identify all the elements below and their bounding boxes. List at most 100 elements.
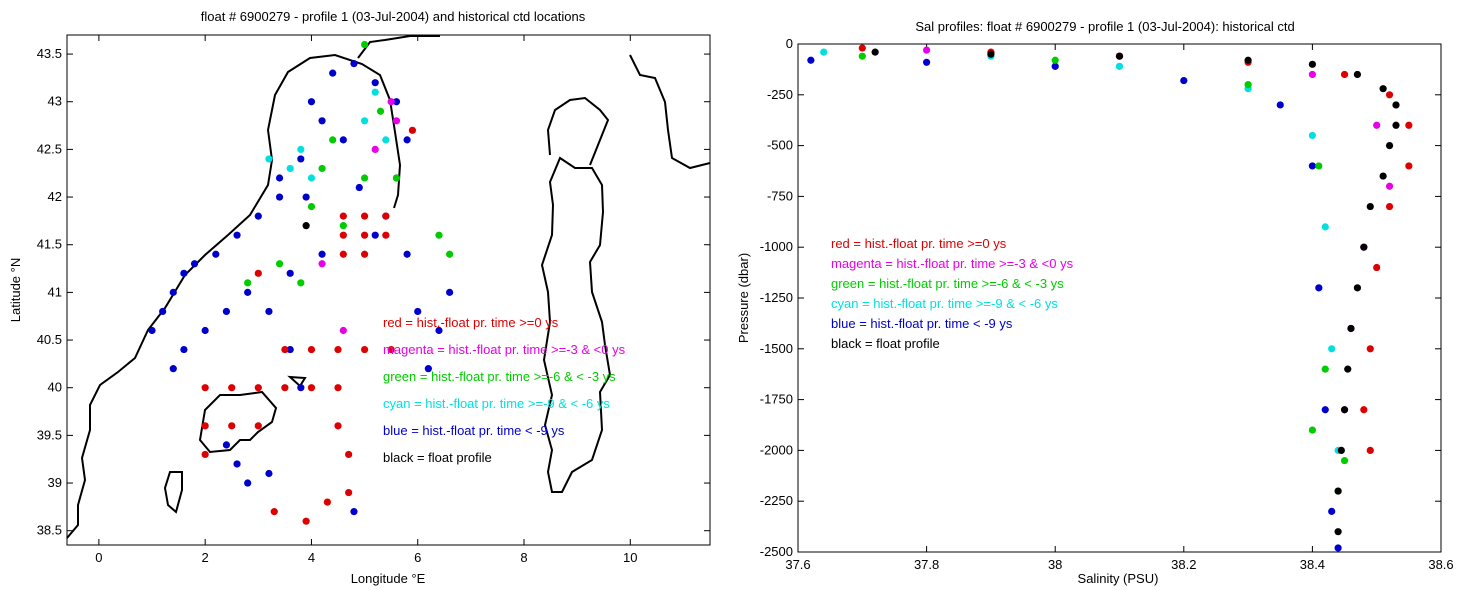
- profile-point: [1353, 284, 1362, 292]
- profile-point: [1379, 172, 1387, 180]
- map-point: [281, 384, 289, 392]
- map-point: [345, 488, 353, 497]
- map-ytick-label: 43.5: [37, 46, 62, 61]
- map-ytick-label: 40: [48, 380, 62, 395]
- map-point: [254, 422, 262, 430]
- profile-xtick-label: 38.4: [1300, 557, 1325, 572]
- profile-ytick-label: -1250: [760, 290, 793, 305]
- map-point: [265, 155, 273, 163]
- map-xtick-label: 10: [623, 550, 637, 565]
- map-points: [148, 40, 454, 525]
- map-point: [408, 126, 417, 134]
- map-point: [371, 88, 379, 96]
- profile-ytick-label: 0: [786, 36, 793, 51]
- profile-point: [858, 44, 866, 52]
- map-point: [318, 250, 326, 258]
- profile-point: [1051, 56, 1059, 64]
- profile-point: [807, 56, 815, 64]
- profile-point: [1392, 101, 1400, 109]
- map-point: [148, 326, 156, 335]
- profile-point: [1315, 284, 1323, 292]
- profile-point: [1385, 142, 1394, 150]
- map-point: [392, 174, 401, 182]
- map-point: [169, 288, 177, 296]
- map-point: [180, 269, 188, 277]
- profile-point: [1334, 544, 1342, 552]
- map-point: [339, 212, 347, 220]
- map-xtick-label: 8: [520, 550, 527, 565]
- profile-xlabel: Salinity (PSU): [1078, 571, 1159, 586]
- map-point: [275, 174, 284, 182]
- profile-point: [1244, 56, 1252, 64]
- map-point: [222, 441, 231, 449]
- map-point: [446, 250, 454, 258]
- profile-point: [1308, 70, 1316, 79]
- map-ytick-label: 38.5: [37, 523, 62, 538]
- profile-point: [1340, 456, 1349, 465]
- profile-point: [1373, 263, 1381, 272]
- profile-point: [1244, 81, 1252, 89]
- map-ytick-label: 42: [48, 189, 62, 204]
- profile-point: [1379, 85, 1387, 93]
- map-legend-entry: magenta = hist.-float pr. time >=-3 & <0…: [383, 342, 626, 357]
- coastline-mainland: [66, 53, 402, 539]
- profile-series: [871, 48, 1400, 536]
- profile-point: [1321, 406, 1329, 414]
- profile-point: [1115, 52, 1124, 60]
- map-point: [387, 98, 395, 106]
- map-point: [201, 384, 209, 392]
- map-point: [275, 193, 284, 201]
- map-point: [270, 508, 278, 516]
- map-point: [435, 326, 443, 335]
- profile-point: [1366, 345, 1374, 353]
- coastline-east: [629, 54, 711, 170]
- map-legend-entry: green = hist.-float pr. time >=-6 & < -3…: [383, 369, 616, 384]
- map-point: [329, 69, 337, 77]
- map-plot-frame: [66, 34, 711, 546]
- map-point: [323, 498, 331, 506]
- profile-chart: Sal profiles: float # 6900279 - profile …: [736, 19, 1454, 586]
- coastline-mallorca: [198, 390, 278, 454]
- profile-ytick-label: -2250: [760, 493, 793, 508]
- profile-point: [1337, 446, 1345, 454]
- profile-point: [1276, 101, 1284, 109]
- profile-point: [1321, 365, 1329, 373]
- map-series: [302, 222, 310, 230]
- map-point: [307, 174, 316, 182]
- map-ytick-label: 41.5: [37, 237, 62, 252]
- profile-legend: red = hist.-float pr. time >=0 ys magenta…: [831, 236, 1074, 351]
- map-point: [297, 145, 305, 153]
- profile-point: [1340, 70, 1349, 79]
- map-point: [403, 136, 411, 144]
- map-xtick-label: 4: [308, 550, 315, 565]
- profile-legend-entry: red = hist.-float pr. time >=0 ys: [831, 236, 1007, 251]
- profile-ytick-label: -1000: [760, 239, 793, 254]
- map-point: [302, 222, 310, 230]
- map-point: [376, 107, 385, 115]
- profile-point: [1366, 446, 1374, 454]
- map-ytick-label: 39: [48, 475, 62, 490]
- map-point: [387, 345, 395, 354]
- map-point: [286, 345, 294, 354]
- map-point: [212, 250, 220, 258]
- map-point: [446, 288, 454, 296]
- profile-point: [923, 46, 931, 54]
- map-point: [286, 164, 294, 173]
- profile-point: [1180, 76, 1188, 85]
- map-point: [339, 326, 347, 335]
- map-series: [265, 88, 390, 182]
- map-series: [318, 98, 401, 335]
- profile-point: [1051, 62, 1059, 70]
- map-point: [329, 136, 337, 144]
- map-point: [228, 422, 236, 430]
- profile-point: [1321, 223, 1329, 231]
- profile-point: [1360, 243, 1368, 251]
- map-legend-entry: cyan = hist.-float pr. time >=-9 & < -6 …: [383, 396, 610, 411]
- map-point: [254, 269, 262, 277]
- map-point: [360, 231, 369, 239]
- profile-point: [1373, 121, 1381, 129]
- map-point: [350, 508, 358, 516]
- profile-point: [1328, 507, 1336, 515]
- profile-point: [871, 48, 879, 56]
- map-point: [297, 279, 305, 287]
